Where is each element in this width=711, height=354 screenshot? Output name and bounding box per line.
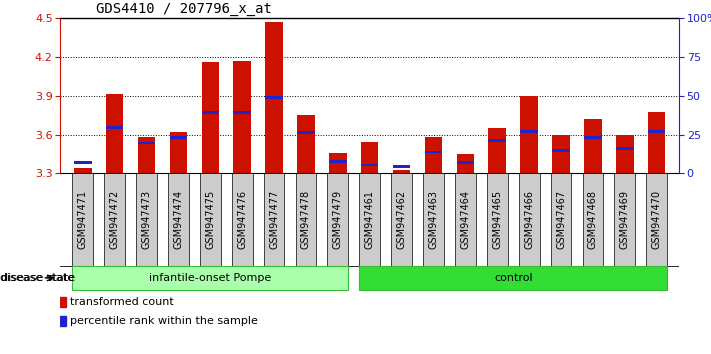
Bar: [519, 173, 540, 266]
Text: GSM947476: GSM947476: [237, 190, 247, 249]
Bar: [264, 173, 284, 266]
Bar: [614, 173, 635, 266]
Bar: [328, 173, 348, 266]
Bar: [393, 165, 410, 168]
Bar: [582, 173, 603, 266]
Bar: [520, 96, 538, 173]
Text: GSM947473: GSM947473: [141, 190, 151, 249]
Bar: [552, 149, 570, 152]
Text: GSM947463: GSM947463: [429, 190, 439, 249]
Bar: [233, 61, 251, 173]
Bar: [105, 173, 125, 266]
Text: infantile-onset Pompe: infantile-onset Pompe: [149, 273, 272, 283]
Text: GSM947462: GSM947462: [397, 190, 407, 249]
Bar: [170, 136, 187, 139]
Text: GSM947468: GSM947468: [588, 190, 598, 249]
Bar: [201, 111, 219, 114]
Text: GSM947470: GSM947470: [652, 190, 662, 249]
Bar: [423, 173, 444, 266]
Bar: [584, 136, 602, 139]
Bar: [359, 266, 667, 290]
Bar: [265, 22, 283, 173]
Text: GSM947469: GSM947469: [620, 190, 630, 249]
Bar: [488, 128, 506, 173]
Text: GSM947471: GSM947471: [77, 190, 87, 249]
Bar: [60, 297, 66, 307]
Text: GSM947477: GSM947477: [269, 190, 279, 249]
Text: GSM947479: GSM947479: [333, 190, 343, 249]
Bar: [73, 266, 348, 290]
Bar: [361, 164, 378, 166]
Bar: [552, 135, 570, 173]
Bar: [520, 130, 538, 133]
Bar: [60, 316, 66, 326]
Bar: [138, 142, 155, 144]
Bar: [168, 173, 189, 266]
Text: control: control: [494, 273, 533, 283]
Text: transformed count: transformed count: [70, 297, 173, 307]
Bar: [550, 173, 572, 266]
Bar: [359, 173, 380, 266]
Bar: [201, 62, 219, 173]
Bar: [296, 173, 316, 266]
Bar: [616, 147, 634, 150]
Bar: [488, 139, 506, 142]
Text: GSM947461: GSM947461: [365, 190, 375, 249]
Text: GSM947474: GSM947474: [173, 190, 183, 249]
Bar: [648, 113, 665, 173]
Bar: [232, 173, 252, 266]
Bar: [391, 173, 412, 266]
Bar: [456, 161, 474, 164]
Bar: [106, 126, 124, 129]
Text: GSM947464: GSM947464: [461, 190, 471, 249]
Bar: [233, 111, 251, 114]
Bar: [137, 173, 157, 266]
Bar: [393, 170, 410, 173]
Bar: [73, 173, 93, 266]
Text: GSM947478: GSM947478: [301, 190, 311, 249]
Bar: [646, 173, 667, 266]
Text: GSM947465: GSM947465: [492, 190, 502, 249]
Bar: [265, 96, 283, 99]
Text: disease state: disease state: [0, 273, 74, 283]
Text: disease state: disease state: [1, 273, 75, 283]
Bar: [74, 161, 92, 164]
Bar: [648, 130, 665, 133]
Text: GSM947475: GSM947475: [205, 190, 215, 249]
Bar: [138, 137, 155, 173]
Bar: [456, 154, 474, 173]
Bar: [297, 131, 315, 134]
Text: percentile rank within the sample: percentile rank within the sample: [70, 316, 257, 326]
Bar: [297, 115, 315, 173]
Text: GSM947467: GSM947467: [556, 190, 566, 249]
Bar: [424, 137, 442, 173]
Text: GDS4410 / 207796_x_at: GDS4410 / 207796_x_at: [96, 2, 272, 16]
Bar: [200, 173, 220, 266]
Bar: [455, 173, 476, 266]
Bar: [329, 160, 346, 162]
Bar: [361, 142, 378, 173]
Bar: [106, 94, 124, 173]
Text: GSM947466: GSM947466: [524, 190, 534, 249]
Bar: [329, 153, 346, 173]
Bar: [616, 135, 634, 173]
Bar: [487, 173, 508, 266]
Bar: [584, 119, 602, 173]
Bar: [170, 132, 187, 173]
Bar: [424, 150, 442, 154]
Bar: [74, 168, 92, 173]
Text: GSM947472: GSM947472: [109, 190, 119, 249]
